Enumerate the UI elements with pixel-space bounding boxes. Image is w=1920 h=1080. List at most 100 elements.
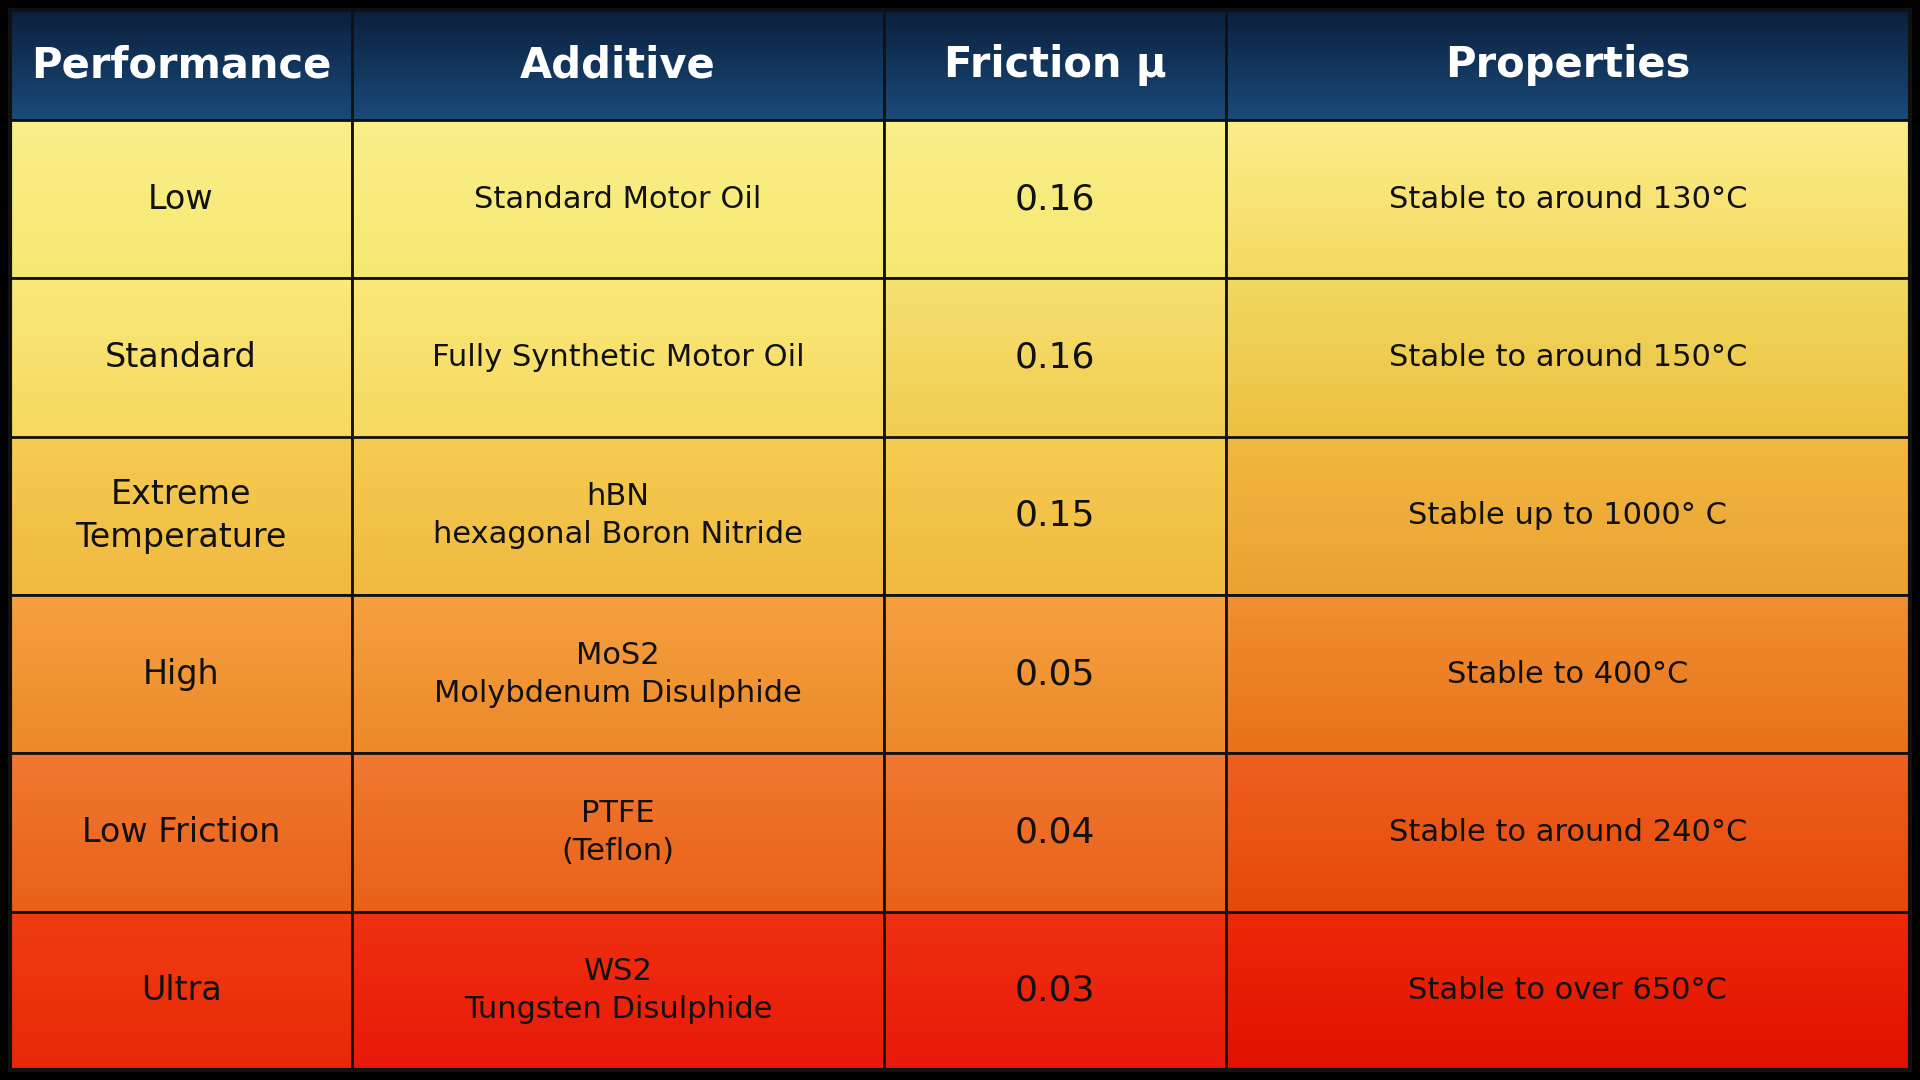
Bar [10,855,351,859]
Bar [351,279,883,436]
Bar [351,97,883,99]
Bar [10,299,351,302]
Bar [1227,1043,1910,1047]
Bar [351,769,883,771]
Bar [1227,177,1910,179]
Bar [883,132,1227,134]
Bar [1227,915,1910,918]
Bar [883,653,1227,657]
Bar [10,783,351,785]
Bar [1227,337,1910,340]
Bar [1227,82,1910,84]
Bar [351,468,883,470]
Bar [1227,183,1910,186]
Bar [10,157,351,160]
Bar [883,1031,1227,1035]
Bar [10,347,351,350]
Bar [10,555,351,557]
Bar [1227,77,1910,79]
Bar [1227,382,1910,386]
Bar [351,872,883,874]
Bar [10,1040,351,1042]
Bar [10,850,351,852]
Bar [883,227,1227,229]
Bar [351,268,883,270]
Bar [10,501,351,504]
Bar [883,881,1227,883]
Bar [351,256,883,258]
Bar [1227,42,1910,44]
Bar [1227,653,1910,657]
Bar [10,410,351,413]
Bar [351,525,883,528]
Bar [351,111,883,113]
Bar [1227,118,1910,120]
Bar [10,700,351,702]
Bar [351,522,883,524]
Bar [351,757,883,759]
Bar [10,754,351,912]
Bar [1227,840,1910,842]
Bar [10,1052,351,1054]
Bar [351,642,883,645]
Bar [883,907,1227,909]
Bar [883,266,1227,269]
Bar [1227,57,1910,59]
Bar [1227,1057,1910,1061]
Bar [883,491,1227,494]
Bar [883,60,1227,63]
Bar [351,586,883,589]
Text: Stable up to 1000° C: Stable up to 1000° C [1409,501,1728,530]
Bar [883,679,1227,683]
Bar [883,55,1227,57]
Bar [351,351,883,353]
Bar [1227,280,1910,282]
Bar [1227,503,1910,505]
Bar [351,620,883,623]
Bar [10,105,351,106]
Bar [351,180,883,184]
Bar [351,955,883,957]
Bar [1227,909,1910,912]
Bar [351,931,883,933]
Bar [10,988,351,990]
Bar [10,665,351,669]
Bar [351,498,883,500]
Bar [883,282,1227,284]
Bar [883,102,1227,104]
Bar [10,508,351,510]
Bar [351,816,883,819]
Bar [1227,251,1910,253]
Bar [883,638,1227,640]
Bar [10,535,351,538]
Bar [883,323,1227,326]
Bar [10,85,351,87]
Bar [351,549,883,552]
Bar [883,840,1227,842]
Bar [10,363,351,365]
Bar [351,139,883,141]
Bar [351,1067,883,1070]
Bar [351,567,883,569]
Bar [10,424,351,427]
Bar [351,286,883,288]
Bar [1227,1040,1910,1042]
Bar [351,943,883,945]
Bar [10,1010,351,1013]
Bar [1227,62,1910,64]
Bar [883,945,1227,947]
Bar [1227,486,1910,488]
Bar [10,206,351,210]
Bar [10,389,351,391]
Bar [351,707,883,710]
Bar [351,640,883,643]
Bar [1227,489,1910,492]
Bar [1227,254,1910,257]
Bar [351,808,883,811]
Bar [10,208,351,211]
Bar [351,179,883,181]
Bar [351,322,883,324]
Bar [1227,67,1910,69]
Bar [1227,12,1910,14]
Bar [1227,369,1910,372]
